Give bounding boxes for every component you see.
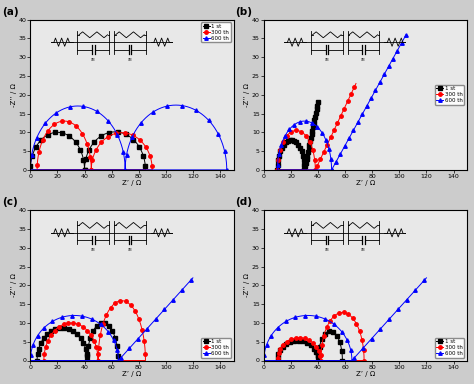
X-axis label: Z’ / Ω: Z’ / Ω [356,180,375,187]
Legend: 1 st, 300 th, 600 th: 1 st, 300 th, 600 th [435,85,464,105]
X-axis label: Z’ / Ω: Z’ / Ω [356,371,375,377]
X-axis label: Z’ / Ω: Z’ / Ω [122,180,142,187]
Y-axis label: -Z’’ / Ω: -Z’’ / Ω [245,83,250,107]
Y-axis label: -Z’’ / Ω: -Z’’ / Ω [11,83,17,107]
Legend: 1 st, 300 th, 600 th: 1 st, 300 th, 600 th [201,22,231,42]
Y-axis label: -Z’’ / Ω: -Z’’ / Ω [11,273,17,297]
X-axis label: Z’ / Ω: Z’ / Ω [122,371,142,377]
Text: (d): (d) [236,197,252,207]
Legend: 1 st, 300 th, 600 th: 1 st, 300 th, 600 th [201,338,231,358]
Text: (c): (c) [2,197,18,207]
Legend: 1 st, 300 th, 600 th: 1 st, 300 th, 600 th [435,338,464,358]
Text: (a): (a) [2,7,18,17]
Text: (b): (b) [236,7,252,17]
Y-axis label: -Z’’ / Ω: -Z’’ / Ω [245,273,250,297]
